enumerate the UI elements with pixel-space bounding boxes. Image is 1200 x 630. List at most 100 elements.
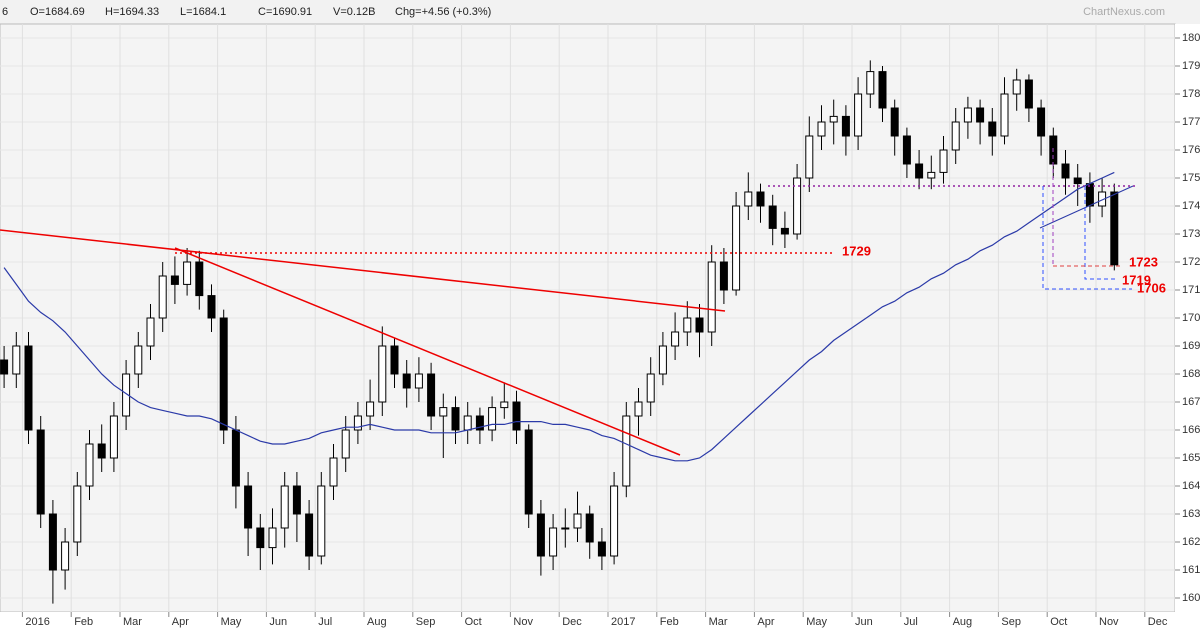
candle-body <box>732 205 741 291</box>
candle-body <box>48 513 57 571</box>
candle-body <box>866 71 875 95</box>
moving-average-line <box>3 171 1115 462</box>
y-tick-label: 162 <box>1182 536 1200 548</box>
projection-line <box>1084 186 1118 280</box>
candle-body <box>524 429 533 515</box>
candle-body <box>890 107 899 137</box>
candle-body <box>1012 79 1021 95</box>
candle-body <box>658 345 667 375</box>
candle-body <box>122 373 131 417</box>
candle-body <box>97 443 106 459</box>
candle-body <box>231 429 240 487</box>
candle-body <box>1061 163 1070 179</box>
y-tick-label: 168 <box>1182 368 1200 380</box>
candle-body <box>146 317 155 347</box>
x-tick-label: Nov <box>1099 616 1119 628</box>
trend-line <box>0 229 726 312</box>
candle-body <box>817 121 826 137</box>
candle-body <box>963 107 972 123</box>
y-tick-label: 179 <box>1182 60 1200 72</box>
x-tick-label: Sep <box>1001 616 1021 628</box>
y-tick-label: 164 <box>1182 480 1200 492</box>
x-tick-label: Jun <box>269 616 287 628</box>
candle-body <box>488 407 497 431</box>
candle-body <box>707 261 716 333</box>
candle-body <box>549 527 558 557</box>
candle-body <box>329 457 338 487</box>
candle-body <box>768 205 777 229</box>
candle-body <box>183 261 192 285</box>
candle-body <box>73 485 82 543</box>
candle-body <box>939 149 948 173</box>
candle-body <box>1098 191 1107 207</box>
x-tick-label: Jun <box>855 616 873 628</box>
candle-body <box>622 415 631 487</box>
x-tick-label: Oct <box>465 616 482 628</box>
candle-body <box>366 401 375 417</box>
y-tick-label: 169 <box>1182 340 1200 352</box>
candle-body <box>805 135 814 179</box>
y-tick-label: 175 <box>1182 172 1200 184</box>
candle-body <box>719 261 728 291</box>
candle-body <box>829 115 838 123</box>
candle-body <box>695 317 704 333</box>
x-tick-label: Nov <box>513 616 533 628</box>
candle-body <box>24 345 33 431</box>
y-tick-label: 177 <box>1182 116 1200 128</box>
candle-body <box>109 415 118 459</box>
candle-body <box>134 345 143 375</box>
x-tick-label: Mar <box>123 616 142 628</box>
candle-body <box>219 317 228 431</box>
candle-body <box>683 317 692 333</box>
candle-body <box>463 415 472 431</box>
x-tick-label: Aug <box>953 616 973 628</box>
candle-body <box>841 115 850 137</box>
candle-body <box>646 373 655 403</box>
candle-body <box>536 513 545 557</box>
header-close: C=1690.91 <box>258 6 312 18</box>
candle-body <box>158 275 167 319</box>
candle-body <box>427 373 436 417</box>
candle-body <box>305 513 314 557</box>
candle-body <box>61 541 70 571</box>
candle-body <box>280 485 289 529</box>
candle-body <box>0 359 9 375</box>
trend-line <box>1039 185 1134 229</box>
candle-body <box>854 93 863 137</box>
candle-body <box>976 107 985 123</box>
candle-body <box>951 121 960 151</box>
candle-body <box>915 163 924 179</box>
header-low: L=1684.1 <box>180 6 226 18</box>
x-tick-label: Dec <box>1148 616 1168 628</box>
x-tick-label: Aug <box>367 616 387 628</box>
header-bar <box>0 0 1200 24</box>
candle-body <box>195 261 204 297</box>
candle-body <box>12 345 21 375</box>
candle-body <box>927 171 936 179</box>
y-axis-panel <box>1175 24 1200 630</box>
trend-line <box>174 247 681 456</box>
candle-body <box>671 331 680 347</box>
candle-body <box>317 485 326 557</box>
candle-body <box>902 135 911 165</box>
candle-body <box>512 401 521 431</box>
candle-body <box>1085 183 1094 207</box>
y-tick-label: 171 <box>1182 284 1200 296</box>
plot-layer <box>0 24 1175 612</box>
y-tick-label: 173 <box>1182 228 1200 240</box>
x-tick-label: Apr <box>172 616 189 628</box>
x-tick-label: May <box>221 616 242 628</box>
candle-body <box>780 227 789 235</box>
x-tick-label: Dec <box>562 616 582 628</box>
candle-body <box>207 295 216 319</box>
candle-body <box>793 177 802 235</box>
candle-body <box>475 415 484 431</box>
brand: ChartNexus.com <box>1083 6 1165 18</box>
x-tick-label: Jul <box>318 616 332 628</box>
candle-body <box>439 407 448 417</box>
candle-body <box>414 373 423 389</box>
x-axis-panel <box>0 612 1175 630</box>
header-symbol: 6 <box>2 6 8 18</box>
x-tick-label: 2016 <box>25 616 49 628</box>
